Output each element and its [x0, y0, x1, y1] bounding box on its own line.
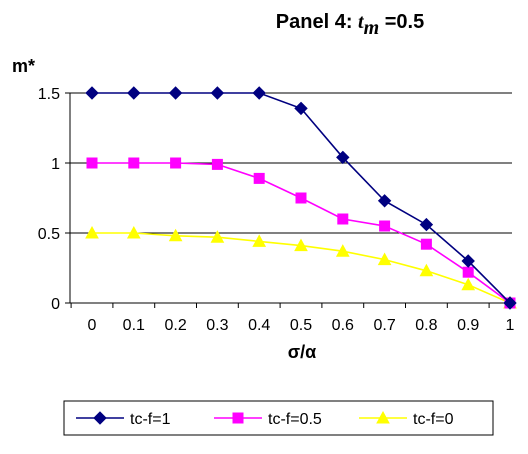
series-2-point-7 [377, 252, 392, 266]
x-tick-label-8: 0.8 [415, 317, 437, 334]
x-axis-title: σ/α [288, 342, 316, 362]
chart-title-prefix: Panel 4: [276, 11, 358, 33]
series-1-point-8 [420, 238, 432, 250]
series-2-point-2 [168, 228, 183, 242]
y-tick-labels: 0 0.5 1 1.5 [38, 86, 60, 313]
series-2-point-3 [210, 230, 225, 243]
series-2-point-0 [85, 225, 99, 239]
chart-title: Panel 4: tm =0.5 [276, 11, 424, 39]
series-0-point-6 [336, 150, 350, 165]
series-0-point-9 [461, 254, 475, 268]
x-tick-label-3: 0.3 [206, 317, 228, 334]
y-tick-label-2: 1 [51, 156, 60, 173]
x-tick-labels: 0 0.1 0.2 0.3 0.4 0.5 0.6 0.7 0.8 0.9 1 [88, 317, 515, 334]
series-layer [85, 86, 517, 310]
series-2-point-6 [335, 244, 350, 257]
series-1-point-9 [462, 266, 474, 278]
legend-box [63, 400, 494, 436]
series-1-point-6 [337, 213, 349, 225]
x-tick-label-1: 0.1 [123, 317, 145, 334]
series-0-point-0 [85, 86, 99, 100]
legend: tc-f=1 tc-f=0.5 tc-f=0 [63, 400, 494, 436]
x-tick-label-4: 0.4 [248, 317, 270, 334]
axes [65, 92, 512, 308]
series-0-point-3 [210, 86, 225, 100]
legend-marker-2 [376, 410, 390, 424]
series-2-point-4 [252, 234, 267, 247]
series-0-point-10 [503, 296, 517, 310]
series-1-point-4 [253, 172, 265, 184]
series-2-point-5 [294, 238, 308, 252]
series-0-point-1 [127, 86, 141, 100]
x-tick-label-6: 0.6 [332, 317, 354, 334]
x-tick-label-2: 0.2 [164, 317, 186, 334]
series-0-point-5 [294, 101, 308, 116]
series-0-point-4 [252, 86, 266, 100]
legend-label-1: tc-f=0.5 [268, 411, 322, 428]
x-tick-label-10: 1 [506, 317, 515, 334]
series-1-point-1 [128, 157, 140, 169]
series-0 [85, 86, 517, 310]
chart-title-suffix: =0.5 [379, 11, 424, 33]
legend-marker-0 [93, 411, 107, 425]
legend-marker-1 [232, 412, 244, 424]
series-1-point-3 [211, 158, 223, 170]
series-2-point-8 [419, 263, 434, 277]
x-tick-label-7: 0.7 [373, 317, 395, 334]
legend-label-0: tc-f=1 [130, 411, 171, 428]
series-1-point-5 [295, 192, 307, 204]
chart-title-variable: t [358, 11, 365, 33]
series-0-point-2 [168, 86, 183, 100]
chart-title-subscript: m [364, 17, 380, 39]
series-0-point-8 [419, 217, 434, 232]
series-0-point-7 [377, 194, 392, 208]
series-2-point-1 [126, 225, 141, 239]
y-tick-label-3: 1.5 [38, 86, 60, 103]
series-2 [85, 225, 517, 309]
y-axis-title: m* [12, 56, 35, 76]
x-tick-label-9: 0.9 [457, 317, 479, 334]
series-1-point-7 [379, 220, 391, 232]
x-tick-label-0: 0 [88, 317, 97, 334]
y-tick-label-1: 0.5 [38, 226, 60, 243]
series-2-point-9 [461, 277, 476, 291]
x-tick-label-5: 0.5 [290, 317, 312, 334]
legend-label-2: tc-f=0 [413, 411, 454, 428]
y-tick-label-0: 0 [51, 296, 60, 313]
series-1-point-2 [170, 157, 182, 169]
series-1-point-0 [86, 157, 98, 169]
